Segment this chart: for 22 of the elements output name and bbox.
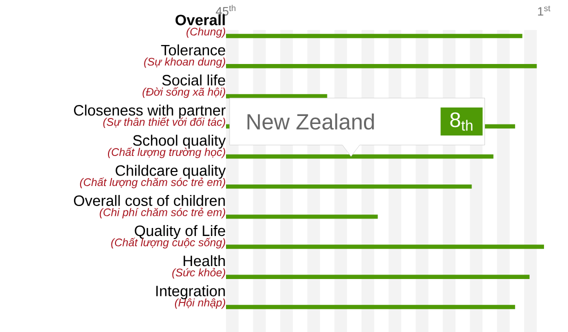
text: (Hội nhập) <box>174 298 226 309</box>
y-tick-label: Childcare quality <box>116 164 226 179</box>
y-tick-label: Overall <box>176 14 225 26</box>
text: (Chi phí chăm sóc trẻ em) <box>100 208 226 218</box>
annotation: 8$_{th}$ <box>450 112 472 131</box>
text: (Chất lượng cuộc sống) <box>111 238 226 248</box>
text: (Sức khỏe) <box>172 268 226 279</box>
y-tick-label: Tolerance <box>161 44 226 56</box>
x-tick-label: 1$^{st}$ <box>538 6 550 16</box>
text: (Chất lượng chăm sóc trẻ em) <box>80 178 226 188</box>
text: (Sự khoan dung) <box>144 58 226 68</box>
text: (Đời sống xã hội) <box>142 87 226 98</box>
text: (Chung) <box>186 27 226 38</box>
y-tick-label: Overall cost of children <box>74 194 225 206</box>
y-tick-label: Health <box>184 255 225 266</box>
y-tick-label: School quality <box>133 134 226 149</box>
y-tick-label: Integration <box>156 285 225 300</box>
text: (Chất lượng trường học) <box>108 147 226 158</box>
text: (Sự thân thiết với đối tác) <box>103 117 226 128</box>
annotation: New Zealand <box>248 113 374 130</box>
x-tick-label: 45$^{th}$ <box>216 4 236 16</box>
y-tick-label: Social life <box>162 74 226 86</box>
